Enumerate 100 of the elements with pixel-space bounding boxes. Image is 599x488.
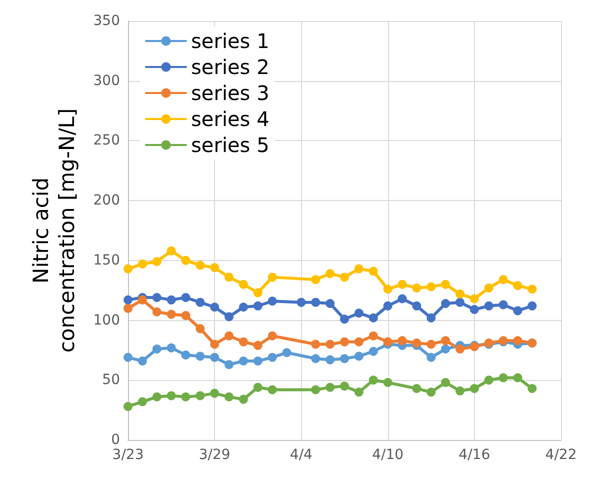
point (470, 305, 479, 314)
point (124, 352, 132, 362)
point (166, 246, 176, 256)
point (340, 314, 349, 324)
point (340, 354, 349, 364)
point (354, 308, 364, 318)
point (326, 299, 335, 308)
point (282, 348, 292, 358)
y-tick-label: 350 (93, 13, 120, 29)
point (181, 392, 190, 402)
y-tick-label: 100 (93, 312, 120, 328)
x-tick-label: 4/22 (545, 447, 577, 463)
point (181, 350, 190, 360)
point (152, 257, 162, 266)
point (470, 384, 479, 394)
point (383, 378, 392, 388)
point (455, 386, 464, 396)
point (152, 344, 162, 354)
point (124, 304, 132, 313)
point (354, 264, 364, 274)
point (441, 336, 450, 346)
point (441, 344, 450, 354)
point (253, 340, 262, 350)
point (210, 352, 220, 362)
legend-label: series 2 (191, 55, 270, 79)
point (253, 301, 262, 310)
point (166, 391, 176, 400)
point (498, 275, 508, 284)
point (470, 294, 479, 304)
point (498, 300, 508, 310)
point (152, 307, 162, 316)
point (326, 355, 335, 364)
point (383, 301, 392, 310)
point (124, 264, 132, 274)
point (166, 295, 176, 304)
point (368, 266, 378, 276)
point (513, 281, 522, 290)
point (513, 306, 522, 316)
point (484, 376, 494, 385)
point (426, 340, 436, 349)
y-tick-label: 300 (93, 72, 120, 89)
point (426, 313, 436, 322)
point (238, 280, 248, 289)
point (398, 336, 407, 346)
point (268, 331, 277, 340)
legend-label: series 4 (191, 107, 270, 131)
point (181, 311, 190, 320)
x-tick-label: 4/4 (290, 447, 313, 463)
point (210, 388, 220, 398)
point (340, 382, 349, 391)
point (354, 337, 364, 346)
point (210, 340, 220, 349)
legend-label: series 3 (191, 81, 270, 105)
legend-label: series 5 (191, 133, 270, 157)
point (441, 299, 450, 308)
point (210, 263, 220, 272)
point (354, 388, 364, 397)
point (181, 256, 190, 265)
y-tick-label: 150 (93, 252, 120, 268)
y-tick-label: 250 (93, 132, 120, 149)
point (253, 356, 262, 366)
point (224, 312, 234, 322)
point (441, 280, 450, 289)
point (513, 373, 522, 382)
point (326, 382, 335, 392)
point (368, 376, 378, 385)
point (484, 283, 494, 292)
point (412, 283, 422, 292)
point (238, 302, 248, 312)
point (210, 302, 220, 312)
point (124, 402, 132, 411)
x-tick-label: 4/16 (458, 447, 490, 463)
y-axis-title: Nitric acid concentration [mg-N/L] (29, 108, 79, 353)
point (326, 340, 335, 349)
point (340, 272, 349, 282)
point (455, 344, 464, 354)
point (426, 282, 436, 292)
point (268, 352, 277, 362)
point (311, 354, 320, 364)
x-tick-label: 3/23 (112, 447, 144, 463)
point (426, 352, 436, 362)
point (455, 298, 464, 307)
point (238, 356, 248, 366)
point (484, 301, 494, 310)
point (528, 384, 537, 394)
y-tick-label: 200 (93, 192, 120, 209)
point (455, 289, 464, 298)
x-tick-label: 3/29 (198, 447, 230, 463)
point (268, 296, 277, 306)
point (224, 392, 234, 402)
point (124, 295, 132, 304)
point (238, 394, 248, 404)
point (528, 284, 537, 294)
point (326, 269, 335, 278)
legend-label: series 1 (191, 29, 270, 53)
point (311, 385, 320, 394)
point (528, 301, 537, 310)
point (426, 388, 436, 397)
point (398, 294, 407, 304)
point (368, 331, 378, 340)
